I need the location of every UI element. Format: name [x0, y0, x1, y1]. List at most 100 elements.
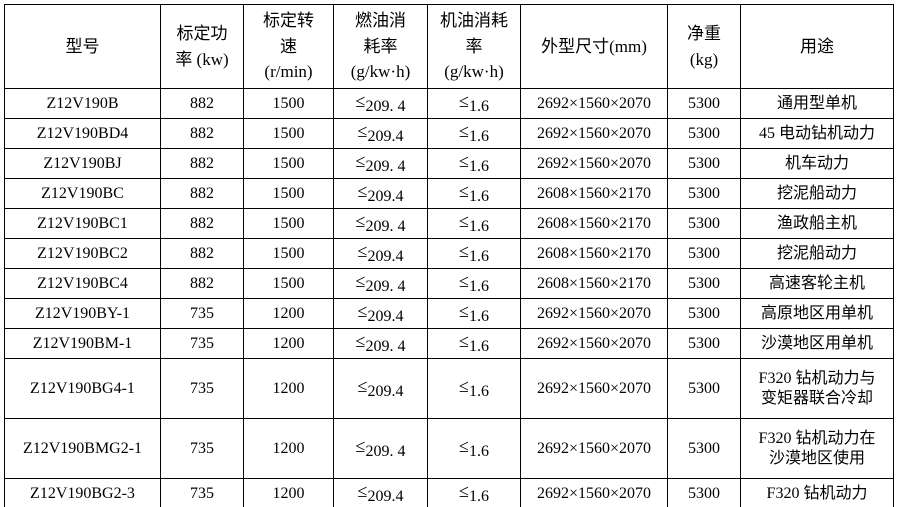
less-equal-symbol: ≤	[355, 331, 366, 351]
cell-power: 882	[160, 178, 244, 209]
table-row: Z12V190BC1 882 1500 ≤209. 4 ≤1.6 2608×1560×21…	[4, 208, 894, 239]
table-row: Z12V190BMG2-1 735 1200 ≤209. 4 ≤1.6 2692×1560…	[4, 418, 894, 479]
cell-speed: 1200	[243, 418, 334, 479]
limit-value: 1.6	[468, 443, 489, 460]
cell-model: Z12V190BM-1	[4, 328, 161, 359]
cell-oil: ≤1.6	[427, 238, 521, 269]
table-row: Z12V190BG4-1 735 1200 ≤209.4 ≤1.6 2692×1560×2…	[4, 358, 894, 419]
less-equal-symbol: ≤	[357, 376, 368, 396]
cell-weight: 5300	[667, 178, 741, 209]
cell-weight: 5300	[667, 208, 741, 239]
less-equal-symbol: ≤	[459, 151, 469, 171]
cell-dims: 2692×1560×2070	[520, 148, 668, 179]
cell-usage: F320 钻机动力与 变矩器联合冷却	[740, 358, 894, 419]
cell-usage: F320 钻机动力在 沙漠地区使用	[740, 418, 894, 479]
less-equal-symbol: ≤	[459, 271, 469, 291]
cell-dims: 2692×1560×2070	[520, 298, 668, 329]
cell-power: 735	[160, 478, 244, 507]
cell-dims: 2692×1560×2070	[520, 418, 668, 479]
cell-oil: ≤1.6	[427, 148, 521, 179]
cell-power: 735	[160, 418, 244, 479]
less-equal-symbol: ≤	[355, 151, 366, 171]
less-equal-symbol: ≤	[459, 241, 469, 261]
cell-usage: 挖泥船动力	[740, 238, 894, 269]
header-cell-model: 型号	[4, 4, 161, 89]
limit-value: 1.6	[468, 383, 489, 400]
cell-weight: 5300	[667, 238, 741, 269]
cell-dims: 2608×1560×2170	[520, 178, 668, 209]
cell-model: Z12V190BC1	[4, 208, 161, 239]
cell-dims: 2692×1560×2070	[520, 478, 668, 507]
limit-value: 209. 4	[365, 338, 406, 355]
limit-value: 1.6	[468, 308, 489, 325]
cell-usage: 沙漠地区用单机	[740, 328, 894, 359]
less-equal-symbol: ≤	[459, 91, 469, 111]
limit-value: 1.6	[468, 128, 489, 145]
limit-value: 209.4	[367, 383, 404, 400]
cell-power: 882	[160, 88, 244, 119]
limit-value: 209.4	[367, 188, 404, 205]
cell-model: Z12V190BJ	[4, 148, 161, 179]
cell-usage: 渔政船主机	[740, 208, 894, 239]
cell-dims: 2692×1560×2070	[520, 328, 668, 359]
cell-fuel: ≤209. 4	[333, 208, 428, 239]
cell-power: 882	[160, 118, 244, 149]
limit-value: 1.6	[468, 488, 489, 505]
cell-oil: ≤1.6	[427, 478, 521, 507]
cell-oil: ≤1.6	[427, 178, 521, 209]
cell-oil: ≤1.6	[427, 118, 521, 149]
cell-weight: 5300	[667, 418, 741, 479]
cell-speed: 1500	[243, 268, 334, 299]
cell-oil: ≤1.6	[427, 88, 521, 119]
cell-oil: ≤1.6	[427, 208, 521, 239]
cell-weight: 5300	[667, 118, 741, 149]
limit-value: 1.6	[468, 158, 489, 175]
less-equal-symbol: ≤	[357, 121, 368, 141]
table-row: Z12V190BJ 882 1500 ≤209. 4 ≤1.6 2692×1560×207…	[4, 148, 894, 179]
cell-model: Z12V190BY-1	[4, 298, 161, 329]
table-row: Z12V190BG2-3 735 1200 ≤209.4 ≤1.6 2692×1560×2…	[4, 478, 894, 507]
cell-power: 882	[160, 148, 244, 179]
table-row: Z12V190BC4 882 1500 ≤209. 4 ≤1.6 2608×1560×21…	[4, 268, 894, 299]
header-cell-power: 标定功 率 (kw)	[160, 4, 244, 89]
less-equal-symbol: ≤	[357, 181, 368, 201]
cell-model: Z12V190BC2	[4, 238, 161, 269]
cell-weight: 5300	[667, 88, 741, 119]
cell-speed: 1500	[243, 208, 334, 239]
cell-speed: 1500	[243, 238, 334, 269]
less-equal-symbol: ≤	[459, 376, 469, 396]
less-equal-symbol: ≤	[357, 481, 368, 501]
cell-usage: 通用型单机	[740, 88, 894, 119]
cell-dims: 2608×1560×2170	[520, 208, 668, 239]
less-equal-symbol: ≤	[459, 211, 469, 231]
less-equal-symbol: ≤	[459, 301, 469, 321]
cell-fuel: ≤209. 4	[333, 328, 428, 359]
cell-weight: 5300	[667, 298, 741, 329]
less-equal-symbol: ≤	[355, 91, 366, 111]
cell-usage: F320 钻机动力	[740, 478, 894, 507]
cell-speed: 1500	[243, 178, 334, 209]
cell-power: 882	[160, 268, 244, 299]
limit-value: 1.6	[468, 278, 489, 295]
limit-value: 209. 4	[365, 218, 406, 235]
cell-fuel: ≤209.4	[333, 178, 428, 209]
cell-usage: 机车动力	[740, 148, 894, 179]
cell-fuel: ≤209.4	[333, 118, 428, 149]
cell-weight: 5300	[667, 478, 741, 507]
cell-power: 735	[160, 298, 244, 329]
cell-dims: 2692×1560×2070	[520, 358, 668, 419]
cell-dims: 2692×1560×2070	[520, 118, 668, 149]
table-header: 型号 标定功 率 (kw) 标定转 速 (r/min) 燃油消 耗率 (g/kw·h)…	[4, 4, 894, 89]
engine-spec-table: 型号 标定功 率 (kw) 标定转 速 (r/min) 燃油消 耗率 (g/kw·h)…	[4, 4, 894, 507]
limit-value: 209. 4	[365, 278, 406, 295]
header-cell-fuel: 燃油消 耗率 (g/kw·h)	[333, 4, 428, 89]
header-cell-dims: 外型尺寸(mm)	[520, 4, 668, 89]
cell-fuel: ≤209.4	[333, 298, 428, 329]
cell-model: Z12V190BC4	[4, 268, 161, 299]
limit-value: 1.6	[468, 98, 489, 115]
table-body: Z12V190B 882 1500 ≤209. 4 ≤1.6 2692×1560×2070…	[4, 88, 894, 507]
cell-oil: ≤1.6	[427, 328, 521, 359]
cell-power: 882	[160, 208, 244, 239]
less-equal-symbol: ≤	[459, 331, 469, 351]
